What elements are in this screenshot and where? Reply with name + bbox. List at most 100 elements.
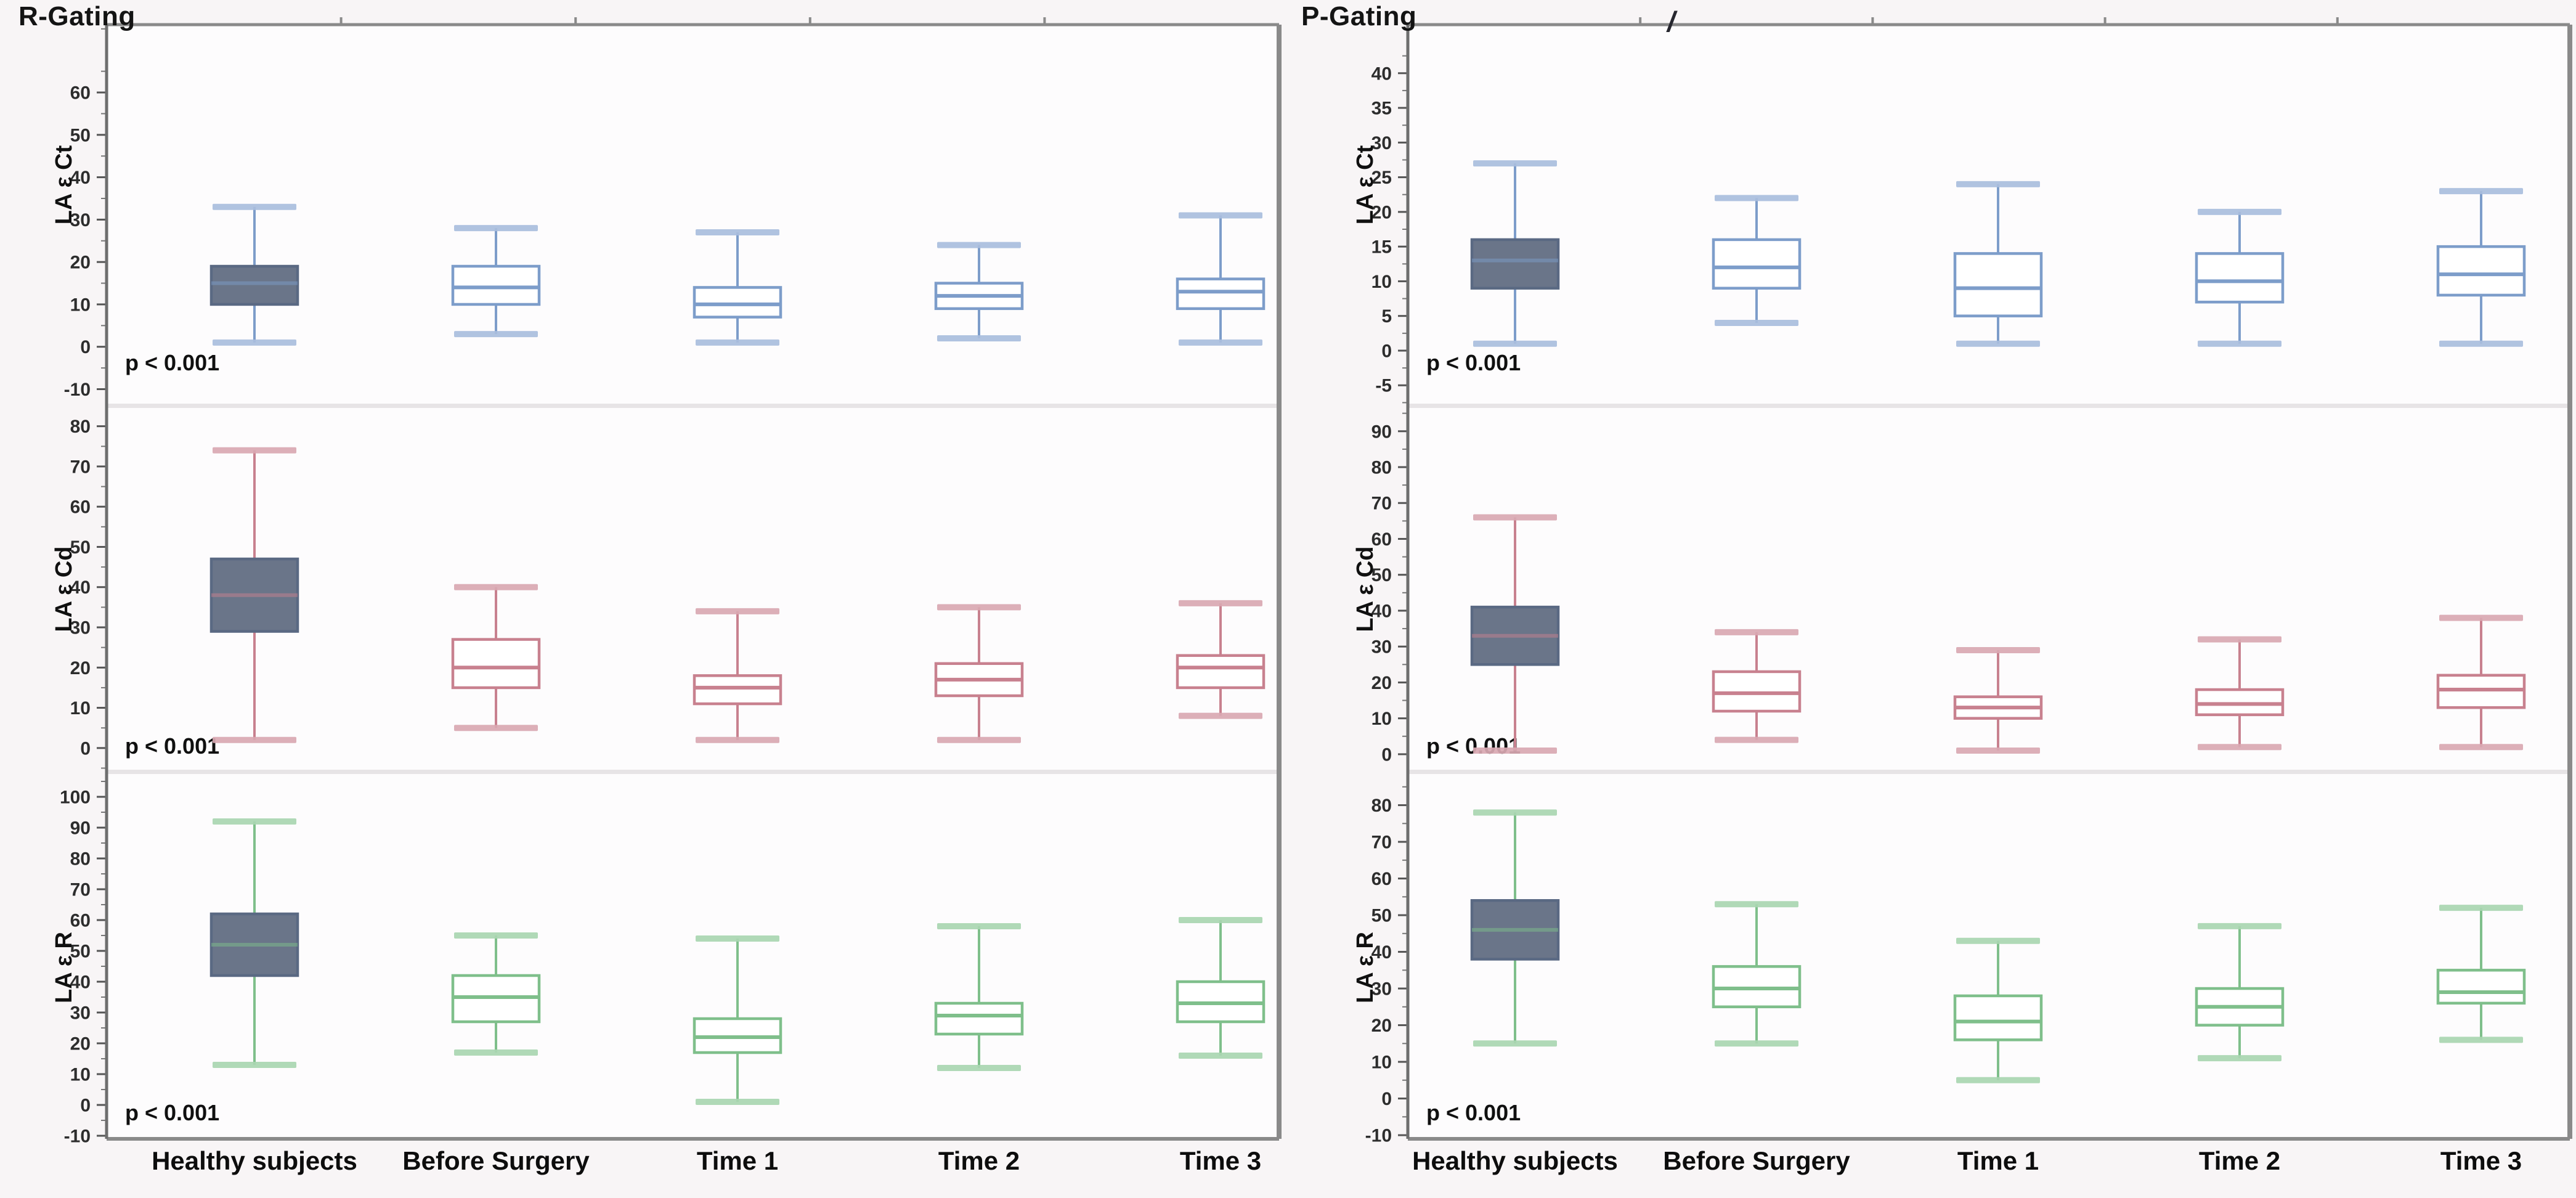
- y-tick-label: 40: [70, 577, 91, 598]
- whisker-cap-low: [937, 736, 1021, 743]
- y-tick-label: -10: [64, 380, 91, 400]
- x-axis-label: Time 2: [2199, 1146, 2280, 1175]
- y-tick-label: 0: [80, 738, 91, 759]
- box-plot-before-surgery: [1712, 195, 1802, 326]
- iqr-box: [1953, 252, 2043, 317]
- whisker-cap-low: [2198, 1055, 2281, 1062]
- y-tick-label: 10: [1371, 709, 1392, 729]
- y-tick-label: 60: [1371, 529, 1392, 550]
- iqr-box: [693, 286, 782, 319]
- whisker-cap-high: [1473, 809, 1557, 816]
- y-tick-label: 0: [1381, 1089, 1392, 1109]
- x-axis-label: Time 1: [697, 1146, 778, 1175]
- y-tick-label: 30: [70, 1003, 91, 1024]
- stray-mark: /: [1667, 6, 1675, 38]
- whisker-cap-low: [213, 736, 296, 743]
- whisker-cap-low: [454, 1049, 538, 1056]
- whisker-cap-high: [2198, 208, 2281, 215]
- y-tick-label: 20: [70, 658, 91, 678]
- y-tick-label: 50: [70, 537, 91, 558]
- whisker-cap-low: [1473, 748, 1557, 754]
- row-separator: [1408, 404, 2570, 408]
- y-axis-title: LA ε R: [51, 932, 77, 1003]
- y-tick-label: 30: [1371, 133, 1392, 153]
- y-tick-label: 10: [1371, 1053, 1392, 1073]
- row-separator: [107, 770, 1279, 774]
- whisker-cap-high: [2198, 923, 2281, 929]
- whisker-cap-high: [1715, 195, 1798, 202]
- y-tick-label: 20: [1371, 202, 1392, 222]
- y-axis-title: LA ε Ct: [51, 145, 77, 224]
- whisker-cap-low: [937, 335, 1021, 341]
- whisker-cap-low: [1473, 1040, 1557, 1047]
- box-plot-healthy-subjects: [1470, 514, 1560, 754]
- box-plot-healthy-subjects: [209, 203, 299, 346]
- whisker-cap-low: [454, 331, 538, 338]
- plot-area: [1408, 25, 2570, 1139]
- y-tick-label: 40: [1371, 942, 1392, 963]
- whisker-cap-high: [1179, 600, 1262, 606]
- iqr-box: [209, 264, 299, 306]
- y-tick-label: 25: [1371, 168, 1392, 188]
- y-tick-label: -10: [1365, 1126, 1392, 1146]
- whisker-cap-high: [937, 923, 1021, 929]
- whisker-cap-high: [2439, 614, 2523, 621]
- iqr-box: [1712, 238, 1802, 290]
- whisker-cap-high: [1473, 160, 1557, 167]
- box-plot-before-surgery: [1712, 629, 1802, 743]
- y-tick-label: 10: [70, 698, 91, 719]
- whisker-cap-low: [2439, 1037, 2523, 1043]
- box-plot-healthy-subjects: [1470, 809, 1560, 1047]
- whisker-cap-low: [696, 339, 779, 346]
- y-tick-label: 100: [60, 788, 91, 808]
- y-tick-label: 80: [70, 417, 91, 437]
- y-tick-label: 15: [1371, 237, 1392, 258]
- y-tick-label: 60: [1371, 869, 1392, 889]
- subplot-la-ε-r: 80 70 60 50 40 30 20 10 0 -10 LA ε R p < 0.001: [1352, 786, 2526, 1146]
- y-tick-label: 60: [70, 83, 91, 104]
- box-plot-time-2: [2195, 923, 2285, 1062]
- y-tick-label: 70: [1371, 494, 1392, 514]
- whisker-cap-low: [2439, 340, 2523, 347]
- y-tick-label: 20: [70, 253, 91, 273]
- y-tick-label: 50: [70, 125, 91, 145]
- box-plot-time-3: [1176, 600, 1266, 719]
- p-value-label: p < 0.001: [1426, 350, 1521, 375]
- iqr-box: [934, 1001, 1024, 1036]
- y-tick-label: 10: [1371, 272, 1392, 292]
- y-tick-label: 50: [1371, 906, 1392, 926]
- whisker-cap-high: [454, 932, 538, 939]
- panel-title-p-gating: P-Gating: [1301, 1, 1417, 31]
- y-tick-label: 90: [1371, 422, 1392, 442]
- whisker-cap-high: [454, 225, 538, 232]
- whisker-cap-high: [213, 203, 296, 210]
- whisker-cap-high: [1179, 212, 1262, 219]
- p-value-label: p < 0.001: [1426, 1100, 1521, 1125]
- whisker-cap-low: [213, 1062, 296, 1068]
- whisker-cap-high: [1715, 629, 1798, 635]
- whisker-cap-high: [1179, 917, 1262, 923]
- y-axis-title: LA ε R: [1352, 932, 1378, 1003]
- y-tick-label: -5: [1375, 376, 1392, 396]
- iqr-box: [1953, 994, 2043, 1041]
- box-plot-time-2: [934, 604, 1024, 743]
- whisker-cap-high: [1956, 647, 2040, 653]
- subplot-la-ε-ct: 40 35 30 25 20 15 10 5 0 -5 LA ε Ct p < 0.001: [1352, 55, 2526, 404]
- whisker-cap-low: [937, 1065, 1021, 1071]
- y-tick-label: 70: [70, 457, 91, 477]
- y-tick-label: 20: [1371, 673, 1392, 693]
- whisker-cap-low: [2439, 744, 2523, 751]
- whisker-cap-high: [2439, 905, 2523, 911]
- box-plot-time-3: [2436, 905, 2526, 1043]
- box-plot-time-2: [934, 923, 1024, 1071]
- box-plot-before-surgery: [1712, 901, 1802, 1047]
- whisker-cap-high: [213, 447, 296, 454]
- y-tick-label: 30: [1371, 637, 1392, 658]
- y-tick-label: 50: [70, 942, 91, 962]
- iqr-box: [693, 674, 782, 706]
- iqr-box: [1176, 277, 1266, 311]
